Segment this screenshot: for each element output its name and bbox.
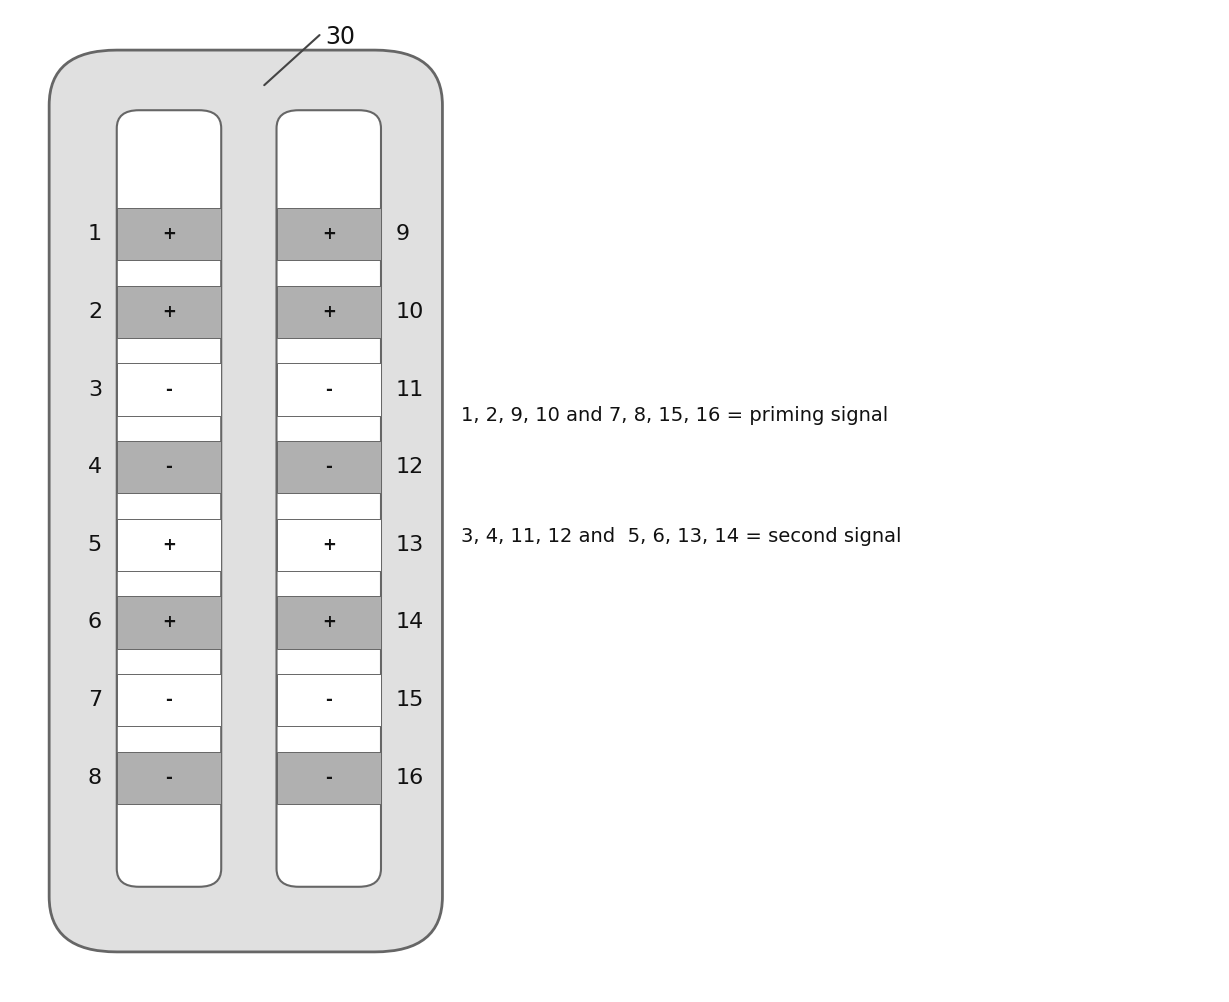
Bar: [117, 364, 221, 416]
Text: -: -: [166, 381, 172, 399]
Bar: [117, 752, 221, 804]
Text: 12: 12: [396, 457, 424, 477]
Text: 13: 13: [396, 535, 424, 555]
Text: 6: 6: [88, 612, 102, 632]
Text: 30: 30: [326, 25, 355, 49]
Text: 16: 16: [396, 768, 424, 788]
Bar: [117, 208, 221, 261]
Text: 8: 8: [88, 768, 102, 788]
Text: 10: 10: [396, 302, 424, 322]
Bar: [277, 286, 381, 338]
Text: 7: 7: [88, 690, 102, 710]
Bar: [277, 364, 381, 416]
Text: 3, 4, 11, 12 and  5, 6, 13, 14 = second signal: 3, 4, 11, 12 and 5, 6, 13, 14 = second s…: [461, 527, 901, 545]
Text: 9: 9: [396, 224, 409, 244]
FancyBboxPatch shape: [277, 110, 381, 887]
Bar: [117, 674, 221, 726]
Bar: [117, 286, 221, 338]
FancyBboxPatch shape: [49, 50, 442, 952]
Text: +: +: [322, 613, 336, 631]
Text: -: -: [166, 691, 172, 709]
Text: -: -: [326, 691, 332, 709]
Bar: [277, 441, 381, 493]
Text: 14: 14: [396, 612, 424, 632]
Bar: [277, 208, 381, 261]
Text: +: +: [322, 536, 336, 554]
Text: 15: 15: [396, 690, 424, 710]
Text: +: +: [322, 225, 336, 243]
Text: -: -: [166, 458, 172, 476]
Bar: [277, 519, 381, 571]
Text: 2: 2: [88, 302, 102, 322]
Text: -: -: [326, 458, 332, 476]
FancyBboxPatch shape: [117, 110, 221, 887]
Bar: [277, 674, 381, 726]
Text: 3: 3: [88, 380, 102, 400]
Text: 1: 1: [88, 224, 102, 244]
Bar: [117, 441, 221, 493]
Text: 5: 5: [87, 535, 102, 555]
Text: +: +: [322, 303, 336, 321]
Text: 4: 4: [88, 457, 102, 477]
Text: -: -: [166, 769, 172, 787]
Bar: [277, 596, 381, 648]
Text: 1, 2, 9, 10 and 7, 8, 15, 16 = priming signal: 1, 2, 9, 10 and 7, 8, 15, 16 = priming s…: [461, 407, 889, 425]
Bar: [277, 752, 381, 804]
Text: +: +: [162, 225, 176, 243]
Text: 11: 11: [396, 380, 424, 400]
Text: -: -: [326, 769, 332, 787]
Text: -: -: [326, 381, 332, 399]
Text: +: +: [162, 613, 176, 631]
Text: +: +: [162, 303, 176, 321]
Text: +: +: [162, 536, 176, 554]
Bar: [117, 596, 221, 648]
Bar: [117, 519, 221, 571]
